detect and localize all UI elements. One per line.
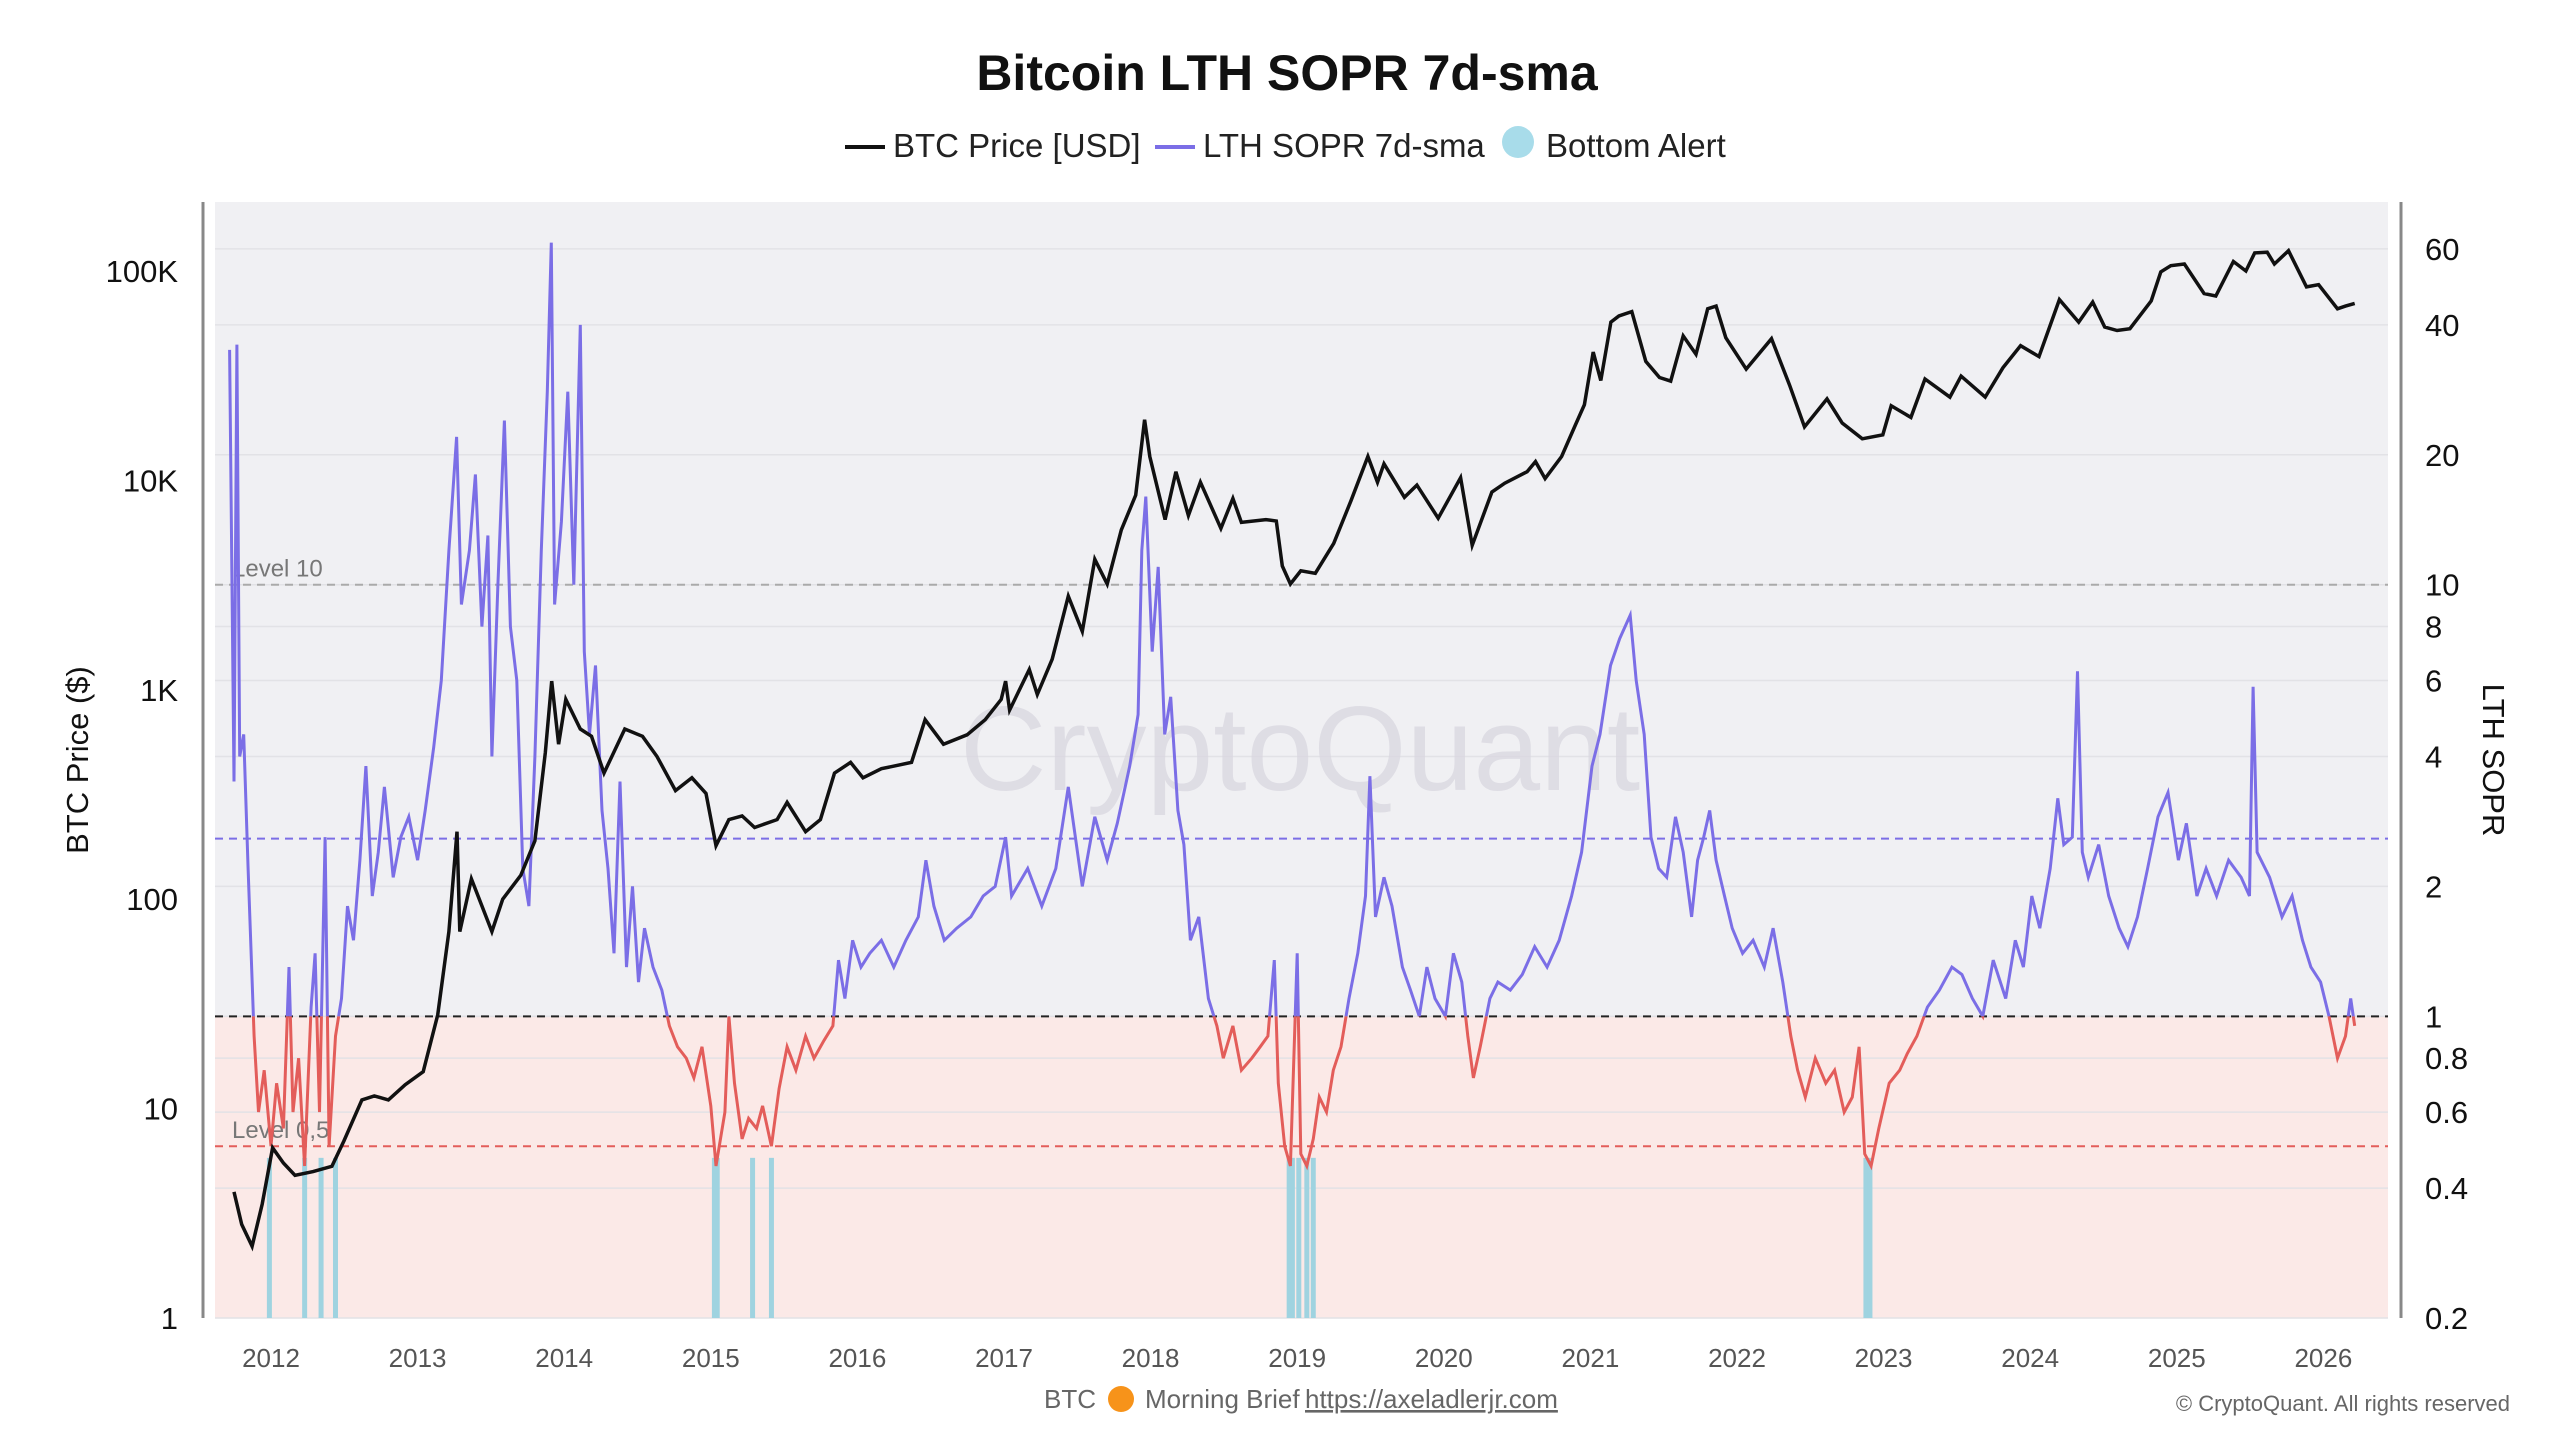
- x-tick-label: 2015: [682, 1343, 740, 1373]
- bottom-alert-bar: [1286, 1157, 1292, 1318]
- bitcoin-coin-icon: [1108, 1386, 1134, 1412]
- left-tick-label: 100K: [106, 254, 179, 289]
- left-tick-label: 1K: [140, 673, 178, 708]
- chart-title: Bitcoin LTH SOPR 7d-sma: [976, 45, 1599, 101]
- bottom-alert-bar: [714, 1157, 720, 1318]
- bottom-alert-bar: [302, 1157, 308, 1318]
- btc-price-line: [232, 247, 2356, 1252]
- left-tick-label: 10: [144, 1092, 178, 1127]
- reference-lines: Level 10 Level 0,5: [215, 556, 2388, 1148]
- bottom-alert-bar: [711, 1157, 717, 1318]
- bottom-alert-bar: [266, 1157, 272, 1318]
- x-tick-label: 2022: [1708, 1343, 1766, 1373]
- left-tick-label: 10K: [123, 463, 178, 498]
- bottom-alert-bar: [1867, 1157, 1873, 1318]
- left-axis-title: BTC Price ($): [60, 666, 95, 854]
- right-tick-label: 8: [2425, 610, 2442, 645]
- bottom-alerts: [266, 1157, 1873, 1318]
- x-tick-label: 2017: [975, 1343, 1033, 1373]
- bottom-alert-bar: [1310, 1157, 1316, 1318]
- right-tick-label: 1: [2425, 999, 2442, 1034]
- x-tick-label: 2019: [1268, 1343, 1326, 1373]
- right-tick-label: 0.8: [2425, 1041, 2468, 1076]
- x-tick-label: 2025: [2148, 1343, 2206, 1373]
- bottom-alert-bar: [1863, 1157, 1869, 1318]
- right-tick-label: 0.2: [2425, 1301, 2468, 1336]
- x-axis-ticks: 2012 2013 2014 2015 2016 2017 2018 2019 2020 2021…: [242, 1343, 2352, 1373]
- below-one-zone: [215, 1016, 2388, 1318]
- bottom-alert-bar: [768, 1157, 774, 1318]
- legend-sopr-label[interactable]: LTH SOPR 7d-sma: [1203, 127, 1485, 164]
- left-tick-label: 100: [126, 882, 178, 917]
- right-tick-label: 10: [2425, 568, 2459, 603]
- right-tick-label: 0.6: [2425, 1095, 2468, 1130]
- left-axis-ticks: 1 10 100 1K 10K 100K: [106, 254, 179, 1336]
- bottom-alert-bar: [318, 1157, 324, 1318]
- legend-alert-label[interactable]: Bottom Alert: [1546, 127, 1726, 164]
- legend-alert-swatch: [1502, 126, 1534, 158]
- reference-line-label: Level 10: [232, 556, 323, 583]
- x-tick-label: 2024: [2001, 1343, 2059, 1373]
- watermark: CryptoQuant: [960, 682, 1640, 816]
- copyright: © CryptoQuant. All rights reserved: [2176, 1391, 2510, 1416]
- bottom-alert-bar: [1289, 1157, 1295, 1318]
- reference-line-label: Level 0,5: [232, 1117, 329, 1144]
- right-axis-ticks: 60 40 20 10 8 6 4 2 1 0.8 0.6 0.4 0.2: [2425, 232, 2468, 1336]
- sopr-line-above-1: [228, 242, 2355, 1017]
- x-tick-label: 2014: [535, 1343, 593, 1373]
- footer: BTC Morning Brief https://axeladlerjr.co…: [1044, 1384, 2510, 1416]
- x-tick-label: 2020: [1415, 1343, 1473, 1373]
- footer-prefix: BTC: [1044, 1384, 1096, 1414]
- x-tick-label: 2013: [389, 1343, 447, 1373]
- bottom-alert-bar: [332, 1157, 338, 1318]
- bottom-alert-bar: [1296, 1157, 1302, 1318]
- legend-price-label[interactable]: BTC Price [USD]: [893, 127, 1141, 164]
- right-tick-label: 60: [2425, 232, 2459, 267]
- footer-brand: Morning Brief: [1145, 1384, 1300, 1414]
- right-tick-label: 6: [2425, 663, 2442, 698]
- x-tick-label: 2026: [2294, 1343, 2352, 1373]
- right-tick-label: 2: [2425, 869, 2442, 904]
- bottom-alert-bar: [750, 1157, 756, 1318]
- right-tick-label: 4: [2425, 739, 2442, 774]
- right-tick-label: 20: [2425, 438, 2459, 473]
- x-tick-label: 2021: [1561, 1343, 1619, 1373]
- x-tick-label: 2023: [1855, 1343, 1913, 1373]
- x-tick-label: 2016: [828, 1343, 886, 1373]
- legend: BTC Price [USD] LTH SOPR 7d-sma Bottom A…: [845, 126, 1726, 164]
- right-tick-label: 0.4: [2425, 1171, 2468, 1206]
- bottom-alert-bar: [1304, 1157, 1310, 1318]
- right-tick-label: 40: [2425, 308, 2459, 343]
- right-axis-title: LTH SOPR: [2476, 684, 2511, 837]
- x-tick-label: 2012: [242, 1343, 300, 1373]
- left-tick-label: 1: [161, 1301, 178, 1336]
- x-tick-label: 2018: [1122, 1343, 1180, 1373]
- footer-link[interactable]: https://axeladlerjr.com: [1305, 1384, 1558, 1414]
